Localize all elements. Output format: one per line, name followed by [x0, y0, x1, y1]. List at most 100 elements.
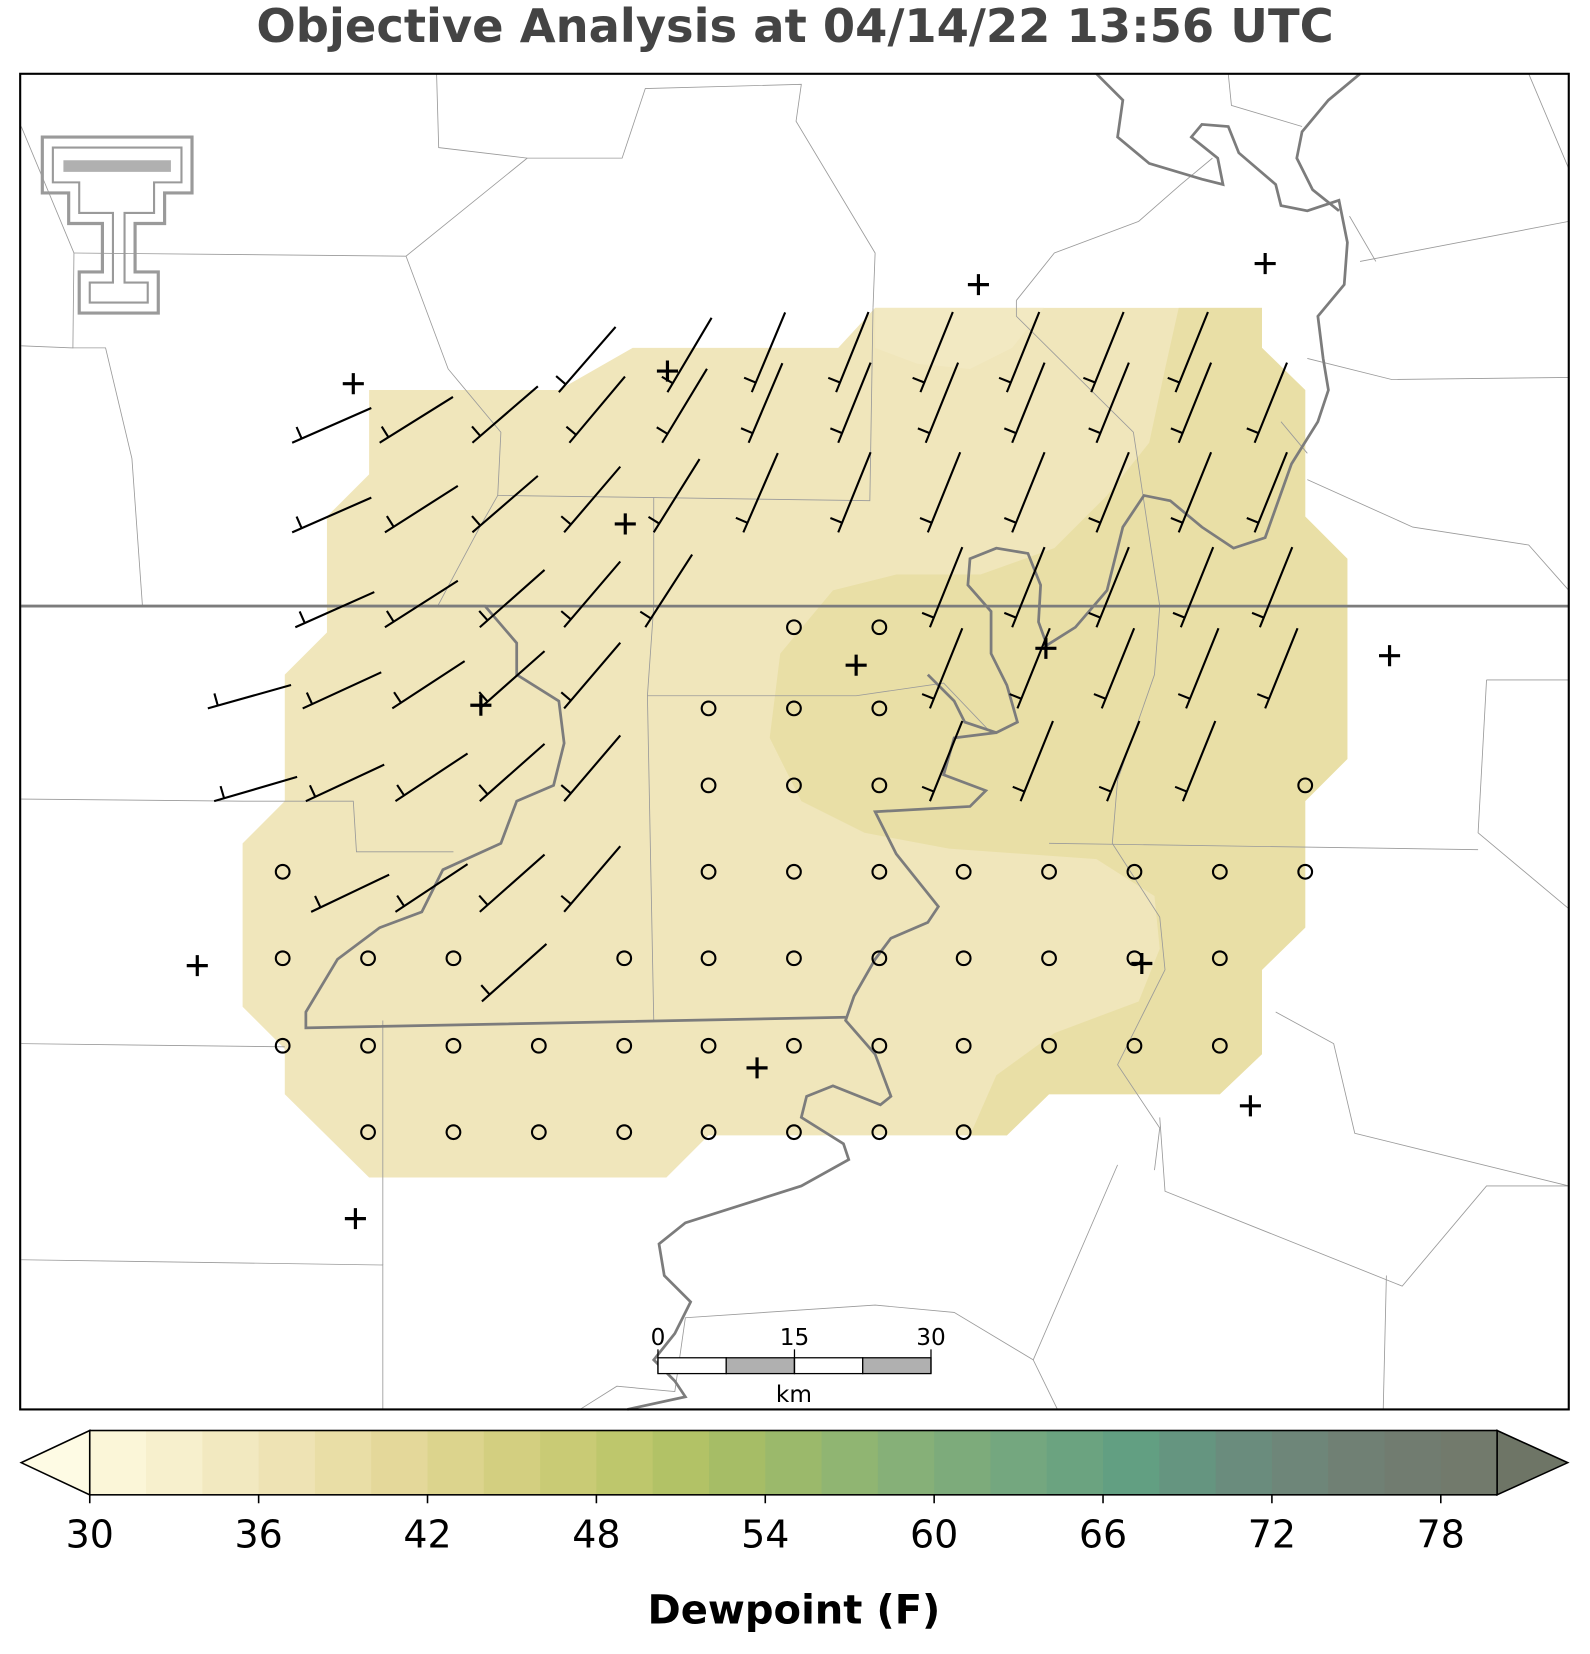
- wind-barb: [291, 407, 372, 444]
- wind-barb: [560, 560, 622, 628]
- colorbar: Dewpoint (F) 30 36 42 48 54 60 66 72 78: [19, 1429, 1570, 1633]
- colorbar-segment: [1440, 1430, 1498, 1495]
- colorbar-tick-label: 42: [403, 1513, 451, 1557]
- wind-barb: [1167, 311, 1209, 393]
- calm-station: [871, 950, 888, 967]
- wind-barb: [1172, 546, 1215, 628]
- colorbar-tick-label: 60: [910, 1513, 958, 1557]
- station-plus: [746, 1057, 768, 1079]
- calm-station: [1211, 863, 1228, 880]
- wind-barb: [735, 452, 779, 533]
- wind-barb: [1093, 627, 1136, 709]
- colorbar-segment: [483, 1430, 541, 1495]
- wind-barb: [1256, 627, 1299, 709]
- calm-station: [1126, 863, 1143, 880]
- wind-barb: [560, 641, 622, 710]
- colorbar-segment: [765, 1430, 823, 1495]
- dewpoint-field-darker: [769, 307, 1348, 1136]
- colorbar-segment: [202, 1430, 260, 1495]
- calm-station: [871, 777, 888, 794]
- colorbar-segment: [990, 1430, 1048, 1495]
- wind-barb: [305, 763, 385, 803]
- state-lines: [21, 72, 1569, 1411]
- colorbar-tick-label: 78: [1417, 1513, 1465, 1557]
- colorbar-segment: [1271, 1430, 1329, 1495]
- station-plus: [1254, 253, 1276, 275]
- colorbar-segment: [1215, 1430, 1273, 1495]
- wind-barb: [919, 451, 962, 533]
- scale-bar: km 0 15 30: [651, 1324, 946, 1408]
- wind-barb: [1251, 546, 1294, 628]
- colorbar-segment: [314, 1430, 372, 1495]
- wind-barb: [310, 873, 390, 913]
- wind-barb: [1098, 720, 1141, 802]
- colorbar-label: Dewpoint (F): [648, 1587, 941, 1633]
- wind-barb: [921, 720, 964, 802]
- wind-barb: [291, 496, 372, 534]
- colorbar-segment: [89, 1430, 147, 1495]
- wind-barb: [560, 465, 622, 534]
- calm-station: [445, 950, 462, 967]
- wind-barb: [827, 311, 870, 393]
- wind-barb: [394, 863, 469, 913]
- calm-station: [786, 700, 802, 717]
- calm-station: [786, 950, 802, 967]
- colorbar-tick-label: 54: [741, 1513, 789, 1557]
- colorbar-segment: [258, 1430, 316, 1495]
- calm-station: [700, 1037, 717, 1054]
- wind-barb: [384, 485, 459, 534]
- calm-station: [616, 1124, 633, 1141]
- wind-barb: [207, 683, 292, 710]
- colorbar-segment: [1328, 1430, 1386, 1495]
- wind-barb: [480, 943, 548, 1003]
- wind-barb: [917, 362, 960, 444]
- wind-barb: [471, 385, 539, 444]
- wind-barb: [829, 451, 872, 533]
- calm-station: [1211, 1037, 1228, 1054]
- scale-unit: km: [776, 1381, 812, 1408]
- calm-station: [955, 1124, 972, 1141]
- colorbar-segment: [708, 1430, 766, 1495]
- map-frame: [19, 72, 1570, 1411]
- calm-station: [871, 619, 888, 636]
- calm-station: [955, 950, 972, 967]
- colorbar-segment: [1103, 1430, 1160, 1495]
- calm-station: [360, 1124, 376, 1141]
- wind-barb: [391, 660, 466, 710]
- wind-barb: [1246, 362, 1288, 444]
- wind-barb: [1012, 720, 1054, 802]
- station-plus: [1035, 637, 1057, 659]
- wind-barb: [555, 326, 617, 393]
- map: km 0 15 30: [19, 72, 1570, 1411]
- wind-barb: [478, 743, 546, 802]
- station-plus: [186, 955, 208, 977]
- calm-station: [871, 1124, 888, 1141]
- wind-barb: [1088, 362, 1130, 444]
- calm-station: [360, 1037, 376, 1054]
- calm-station: [955, 863, 972, 880]
- colorbar-segment: [934, 1430, 991, 1495]
- calm-station: [786, 777, 802, 794]
- colorbar-segment: [146, 1430, 203, 1495]
- colorbar-tick-label: 72: [1248, 1513, 1296, 1557]
- calm-station: [700, 863, 717, 880]
- colorbar-segment: [1159, 1430, 1217, 1495]
- calm-station: [1297, 777, 1314, 794]
- calm-station: [786, 1037, 802, 1054]
- scale-segment: [657, 1357, 727, 1375]
- calm-station: [274, 950, 291, 967]
- calm-station: [274, 863, 291, 880]
- colorbar-segment: [371, 1430, 429, 1495]
- wind-barb: [379, 396, 454, 444]
- station-plus: [344, 1208, 366, 1230]
- calm-station: [700, 950, 717, 967]
- calm-station: [700, 700, 717, 717]
- colorbar-segment: [1384, 1430, 1442, 1495]
- colorbar-tick-label: 48: [572, 1513, 620, 1557]
- calm-station: [530, 1124, 547, 1141]
- wind-barb: [1088, 451, 1130, 533]
- colorbar-tick-label: 66: [1079, 1513, 1127, 1557]
- stations: [186, 253, 1401, 1230]
- calm-station: [1041, 1037, 1057, 1054]
- colorbar-extend-low: [19, 1429, 91, 1497]
